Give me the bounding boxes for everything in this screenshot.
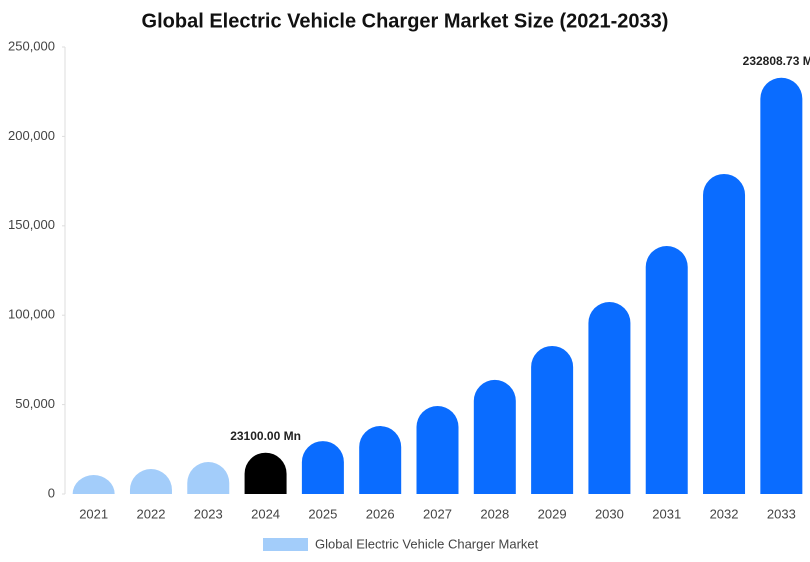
- x-tick-label: 2032: [710, 506, 739, 521]
- x-tick-label: 2025: [308, 506, 337, 521]
- bar: [703, 173, 746, 495]
- bar: [531, 345, 574, 494]
- x-tick-label: 2033: [767, 506, 796, 521]
- bar: [72, 475, 115, 494]
- y-tick-label: 50,000: [15, 396, 55, 411]
- y-tick-label: 0: [48, 485, 55, 500]
- y-tick-label: 200,000: [8, 128, 55, 143]
- y-tick-label: 150,000: [8, 217, 55, 232]
- bar: [588, 301, 631, 494]
- value-label: 232808.73 Mn: [743, 54, 810, 68]
- x-tick-label: 2024: [251, 506, 280, 521]
- bar: [244, 452, 287, 494]
- bar: [645, 246, 688, 494]
- bar: [359, 426, 402, 494]
- bar: [760, 77, 803, 494]
- bar: [187, 461, 230, 494]
- x-tick-label: 2022: [137, 506, 166, 521]
- value-label: 23100.00 Mn: [230, 429, 301, 443]
- bar: [129, 468, 172, 494]
- y-tick-label: 250,000: [8, 38, 55, 53]
- x-tick-label: 2030: [595, 506, 624, 521]
- x-tick-label: 2031: [652, 506, 681, 521]
- x-tick-label: 2023: [194, 506, 223, 521]
- legend-label: Global Electric Vehicle Charger Market: [315, 536, 539, 551]
- x-tick-label: 2029: [538, 506, 567, 521]
- bar: [416, 406, 459, 494]
- x-tick-label: 2028: [480, 506, 509, 521]
- x-tick-label: 2021: [79, 506, 108, 521]
- y-tick-label: 100,000: [8, 307, 55, 322]
- bar: [301, 441, 344, 494]
- chart-title: Global Electric Vehicle Charger Market S…: [142, 10, 669, 32]
- x-tick-label: 2026: [366, 506, 395, 521]
- legend-swatch: [263, 538, 308, 551]
- x-tick-label: 2027: [423, 506, 452, 521]
- bar: [473, 379, 516, 494]
